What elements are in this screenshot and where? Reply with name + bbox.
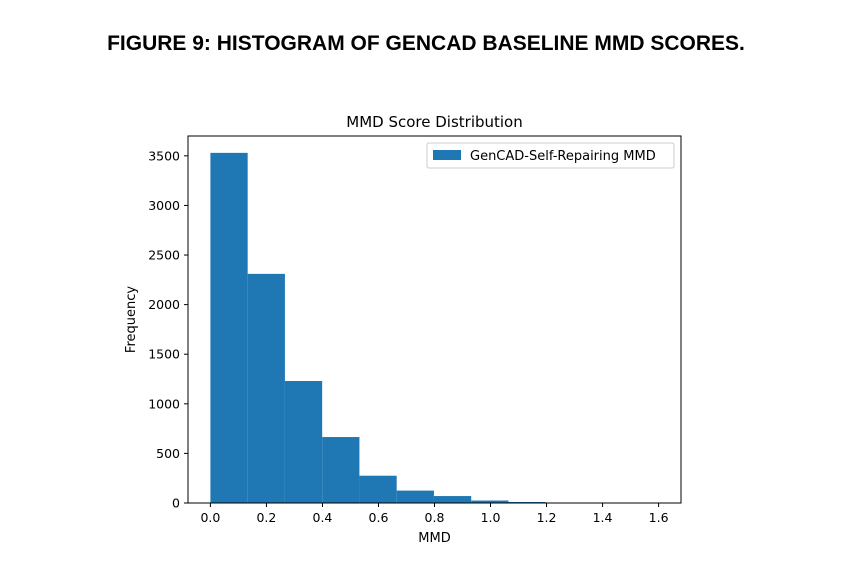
histogram-bar [359,475,397,503]
histogram-bar [471,500,509,503]
x-axis-ticks: 0.0 0.2 0.4 0.6 0.8 1.0 1.2 1.4 1.6 [200,503,669,525]
x-tick-label: 0.0 [200,510,220,525]
figure-caption: FIGURE 9: HISTOGRAM OF GENCAD BASELINE M… [107,32,745,55]
legend-box [426,142,675,169]
y-tick-label: 0 [172,496,180,511]
histogram-bar [322,437,360,503]
legend-label: GenCAD-Self-Repairing MMD [470,149,656,164]
histogram-bar [284,380,323,503]
x-tick-label: 0.8 [425,510,445,525]
x-axis-label: MMD [418,531,450,546]
histogram-bar [210,152,248,503]
chart-title: MMD Score Distribution [346,113,523,131]
x-tick-label: 0.4 [313,510,333,525]
x-tick-label: 1.6 [649,510,669,525]
x-tick-label: 1.2 [537,510,557,525]
y-axis-label: Frequency [124,286,139,353]
x-tick-label: 1.0 [481,510,501,525]
y-tick-label: 3500 [148,148,180,163]
y-tick-label: 1000 [148,396,180,411]
histogram-bar [433,496,472,503]
bars-group [210,152,658,503]
y-tick-label: 2000 [148,297,180,312]
histogram-bar [396,490,434,503]
plot-frame [187,135,682,504]
legend-swatch [433,150,461,160]
x-tick-label: 0.2 [256,510,276,525]
y-tick-label: 1500 [148,347,180,362]
x-tick-label: 1.4 [593,510,613,525]
legend: GenCAD-Self-Repairing MMD [426,142,675,169]
y-tick-label: 2500 [148,248,180,263]
histogram-bar [247,273,285,503]
y-tick-label: 3000 [148,198,180,213]
y-tick-label: 500 [156,446,180,461]
y-axis-ticks: 0 500 1000 1500 2000 2500 3000 3500 [148,148,188,511]
x-tick-label: 0.6 [369,510,389,525]
